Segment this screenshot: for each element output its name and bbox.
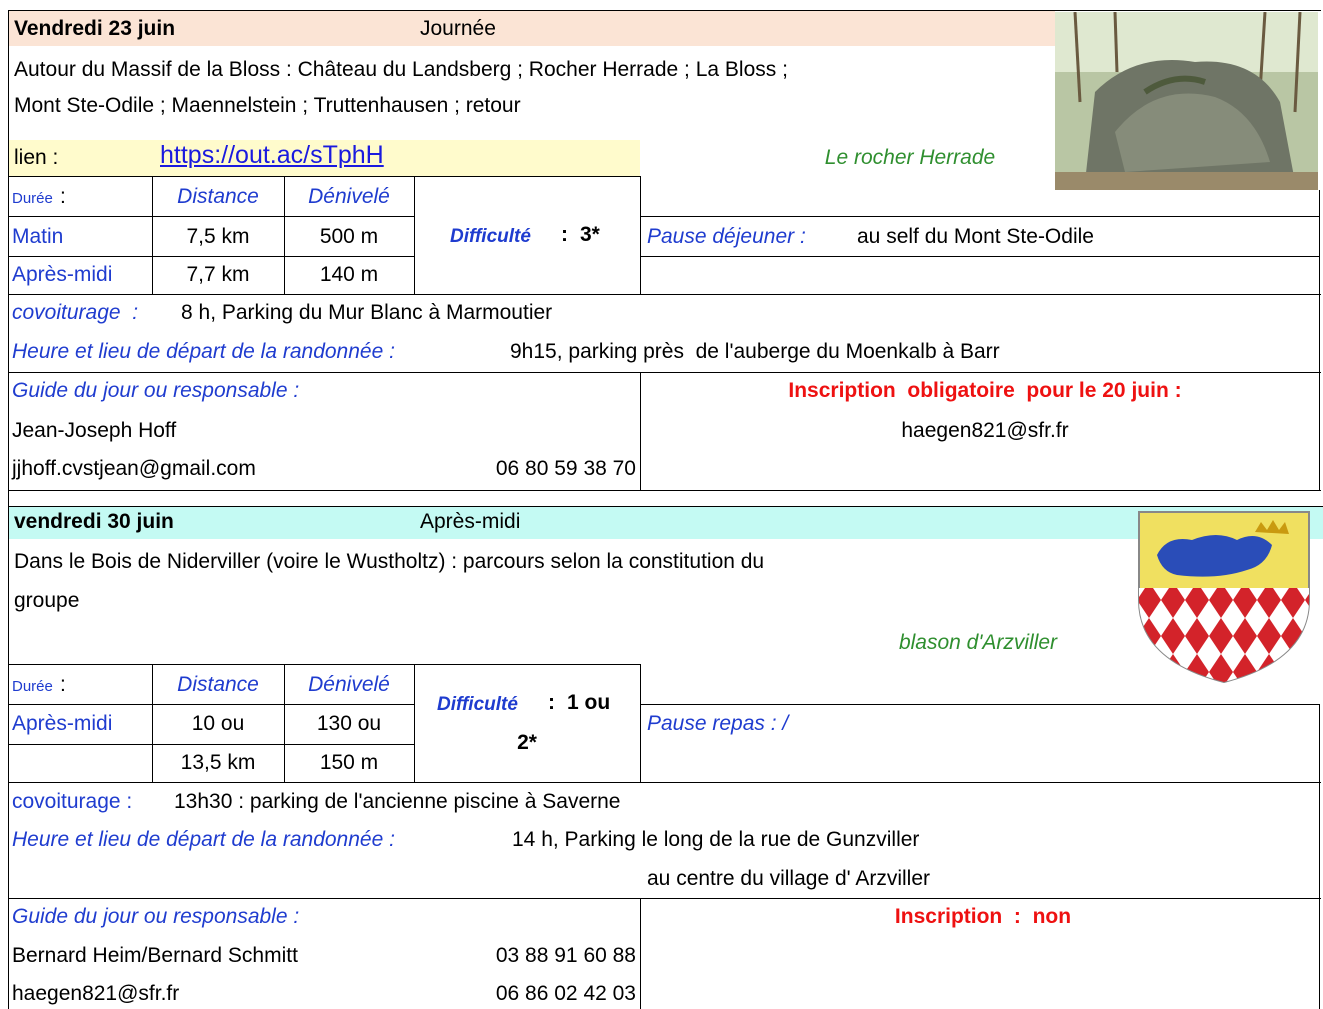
period: Après-midi [420, 510, 521, 533]
link-label: lien : [14, 146, 59, 169]
period: Journée [420, 17, 496, 40]
border [8, 782, 1321, 783]
pause-label: Pause repas : / [647, 712, 789, 735]
border [8, 10, 9, 1009]
description: groupe [14, 589, 80, 612]
guide-phone: 03 88 91 60 88 [495, 944, 636, 967]
border [1319, 704, 1320, 1009]
border [1319, 190, 1320, 490]
elevation-cell: 130 ou [316, 712, 382, 735]
carpool-value: 13h30 : parking de l'ancienne piscine à … [174, 790, 621, 813]
distance-cell: 7,7 km [186, 263, 250, 286]
guide-phone: 06 80 59 38 70 [495, 457, 636, 480]
border [8, 490, 1321, 491]
photo-rock [1055, 12, 1318, 190]
pause-label: Pause déjeuner : [647, 225, 806, 248]
difficulty-value: 3* [580, 223, 600, 246]
border [640, 372, 641, 490]
border [8, 898, 1321, 899]
border [8, 216, 414, 217]
difficulty-label: Difficulté [437, 694, 518, 715]
guide-email: jjhoff.cvstjean@gmail.com [12, 457, 256, 480]
departure-value: 9h15, parking près de l'auberge du Moenk… [510, 340, 1000, 363]
elevation-cell: 150 m [319, 751, 379, 774]
border [640, 176, 641, 294]
border [284, 176, 285, 294]
border [640, 256, 1320, 257]
elevation-cell: 140 m [319, 263, 379, 286]
link-bg [9, 140, 640, 176]
coat-of-arms [1138, 511, 1310, 684]
guide-email: haegen821@sfr.fr [12, 982, 180, 1005]
difficulty-sep: : [561, 223, 568, 246]
description: Dans le Bois de Niderviller (voire le Wu… [14, 550, 765, 573]
border [8, 294, 1321, 295]
distance-cell: 7,5 km [186, 225, 250, 248]
image-caption: blason d'Arzviller [898, 631, 1058, 654]
guide-phone: 06 86 02 42 03 [495, 982, 636, 1005]
pause-value: au self du Mont Ste-Odile [857, 225, 1094, 248]
duration-sep: : [60, 185, 66, 208]
border [8, 176, 640, 177]
border [640, 664, 641, 782]
border [8, 664, 640, 665]
difficulty-value: 1 ou [567, 691, 611, 714]
distance-header: Distance [177, 673, 259, 696]
border [152, 664, 153, 782]
elevation-header: Dénivelé [308, 185, 390, 208]
difficulty-value: 2* [517, 731, 537, 754]
duration-label: Durée [12, 190, 53, 207]
duration-label: Durée [12, 678, 53, 695]
registration-label: Inscription obligatoire pour le 20 juin … [788, 379, 1182, 402]
description: Autour du Massif de la Bloss : Château d… [14, 58, 788, 81]
carpool-value: 8 h, Parking du Mur Blanc à Marmoutier [181, 301, 553, 324]
period-cell: Après-midi [12, 263, 113, 286]
header-bg [9, 507, 1323, 539]
distance-header: Distance [177, 185, 259, 208]
registration-contact: haegen821@sfr.fr [901, 419, 1069, 442]
departure-label: Heure et lieu de départ de la randonnée … [12, 340, 395, 363]
difficulty-sep: : [548, 691, 555, 714]
border [284, 664, 285, 782]
image-caption: Le rocher Herrade [824, 146, 996, 169]
border [152, 176, 153, 294]
departure-label: Heure et lieu de départ de la randonnée … [12, 828, 395, 851]
border [8, 10, 1321, 11]
elevation-header: Dénivelé [308, 673, 390, 696]
border [414, 176, 415, 294]
description: Mont Ste-Odile ; Maennelstein ; Truttenh… [14, 94, 521, 117]
distance-cell: 10 ou [191, 712, 245, 735]
border [8, 256, 414, 257]
carpool-label: covoiturage : [12, 790, 133, 813]
carpool-label: covoiturage : [12, 301, 139, 324]
duration-sep: : [60, 673, 66, 696]
distance-cell: 13,5 km [180, 751, 256, 774]
header-bg [9, 11, 1055, 46]
guide-name: Jean-Joseph Hoff [12, 419, 177, 442]
departure-value: 14 h, Parking le long de la rue de Gunzv… [512, 828, 920, 851]
departure-value: au centre du village d' Arzviller [647, 867, 930, 890]
guide-label: Guide du jour ou responsable : [12, 905, 300, 928]
registration-label: Inscription : non [894, 905, 1072, 928]
period-cell: Matin [12, 225, 64, 248]
border [640, 898, 641, 1009]
border [8, 372, 1321, 373]
border [640, 704, 1320, 705]
link[interactable]: https://out.ac/sTphH [160, 141, 384, 169]
elevation-cell: 500 m [319, 225, 379, 248]
date: vendredi 30 juin [14, 510, 174, 533]
guide-name: Bernard Heim/Bernard Schmitt [12, 944, 298, 967]
border [414, 664, 415, 782]
guide-label: Guide du jour ou responsable : [12, 379, 300, 402]
period-cell: Après-midi [12, 712, 113, 735]
border [640, 216, 1320, 217]
date: Vendredi 23 juin [14, 17, 176, 40]
border [8, 704, 414, 705]
difficulty-label: Difficulté [450, 226, 531, 247]
border [8, 506, 1323, 507]
border [8, 744, 414, 745]
